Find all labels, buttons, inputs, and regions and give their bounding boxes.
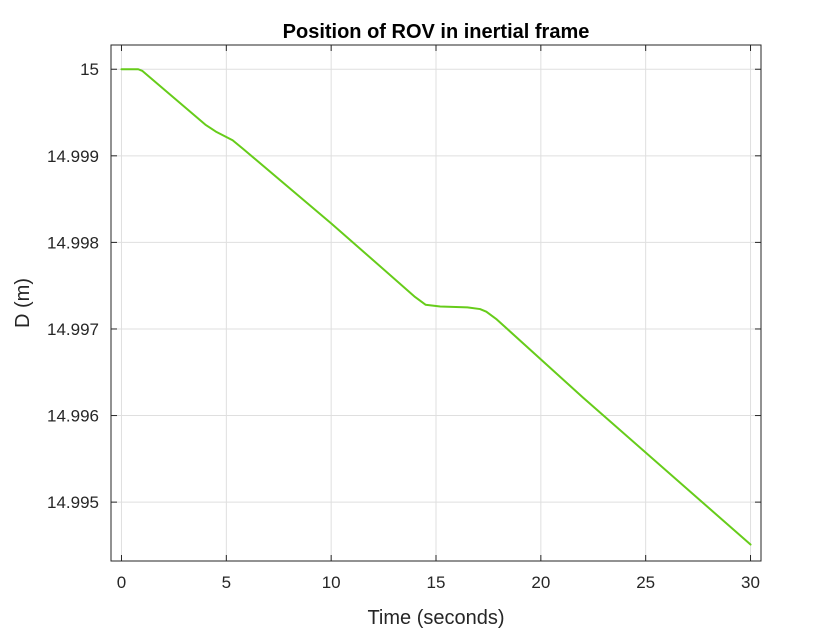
y-tick-label: 15 [80, 60, 99, 79]
y-tick-label: 14.999 [47, 147, 99, 166]
x-tick-label: 25 [636, 573, 655, 592]
y-tick-labels: 14.995 14.996 14.997 14.998 14.999 15 [47, 60, 99, 512]
tick-marks [111, 45, 761, 561]
x-axis-label: Time (seconds) [367, 607, 504, 629]
x-tick-labels: 0 5 10 15 20 25 30 [117, 573, 760, 592]
x-tick-label: 15 [427, 573, 446, 592]
x-tick-label: 30 [741, 573, 760, 592]
y-tick-label: 14.998 [47, 233, 99, 252]
x-tick-label: 20 [531, 573, 550, 592]
grid [111, 45, 761, 561]
chart-title: Position of ROV in inertial frame [283, 21, 590, 43]
x-tick-label: 0 [117, 573, 126, 592]
y-axis-label: D (m) [12, 278, 34, 328]
x-tick-label: 10 [322, 573, 341, 592]
series-group [120, 68, 752, 546]
y-tick-label: 14.996 [47, 407, 99, 426]
y-tick-label: 14.997 [47, 320, 99, 339]
x-tick-label: 5 [222, 573, 231, 592]
y-tick-label: 14.995 [47, 493, 99, 512]
series-line [120, 68, 752, 546]
